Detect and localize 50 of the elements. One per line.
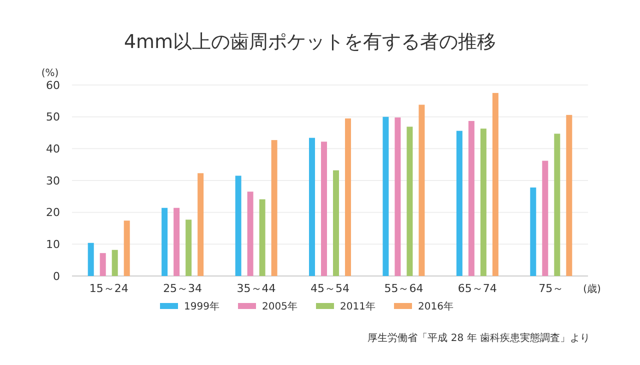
x-tick-label: 15～24 bbox=[89, 282, 128, 295]
y-axis-title: (%) bbox=[41, 68, 59, 79]
bar bbox=[333, 170, 339, 276]
bar bbox=[112, 250, 118, 276]
bar bbox=[259, 199, 266, 276]
x-tick-label: 35～44 bbox=[236, 282, 276, 295]
bar bbox=[530, 188, 536, 276]
y-tick-label: 30 bbox=[46, 174, 60, 188]
legend-label: 1999年 bbox=[184, 300, 220, 312]
text: 厚生労働省「平成 28 年 歯科疾患実態調査」より bbox=[368, 332, 590, 344]
bar bbox=[394, 117, 401, 276]
bar bbox=[100, 253, 106, 276]
bar bbox=[480, 128, 486, 276]
bar bbox=[542, 160, 548, 276]
bar bbox=[198, 173, 204, 276]
bar bbox=[235, 176, 242, 276]
bar bbox=[406, 126, 413, 276]
bar bbox=[382, 116, 389, 276]
bar bbox=[492, 92, 498, 276]
x-axis-title: (歳) bbox=[583, 283, 601, 295]
legend-label: 2005年 bbox=[262, 300, 298, 312]
x-tick-label: 45～54 bbox=[310, 282, 350, 295]
legend-label: 2016年 bbox=[418, 300, 454, 312]
x-tick-label: 75～ bbox=[538, 282, 564, 295]
bar bbox=[162, 208, 168, 276]
y-tick-label: 40 bbox=[46, 142, 60, 156]
bar bbox=[271, 140, 278, 276]
bar bbox=[468, 120, 474, 276]
x-tick-label: 65～74 bbox=[458, 282, 497, 295]
bar bbox=[456, 130, 462, 276]
legend-label: 2011年 bbox=[340, 300, 376, 312]
y-tick-label: 60 bbox=[46, 78, 60, 92]
bar bbox=[88, 242, 94, 276]
y-tick-label: 20 bbox=[46, 206, 60, 220]
x-tick-label: 25～34 bbox=[163, 282, 202, 295]
y-tick-label: 50 bbox=[46, 110, 60, 124]
bar bbox=[566, 114, 572, 276]
bar bbox=[418, 104, 425, 276]
bar bbox=[554, 134, 560, 276]
bar bbox=[247, 192, 254, 276]
bar bbox=[309, 138, 315, 276]
bar bbox=[345, 118, 351, 276]
y-tick-label: 10 bbox=[46, 238, 60, 252]
y-tick-label: 0 bbox=[53, 270, 60, 283]
x-tick-label: 55～64 bbox=[384, 282, 424, 295]
chart-title: 4mm以上の歯周ポケットを有する者の推移 bbox=[124, 31, 496, 53]
bar bbox=[124, 220, 130, 276]
bar bbox=[186, 220, 192, 276]
bar bbox=[321, 142, 327, 276]
bar bbox=[174, 208, 180, 276]
